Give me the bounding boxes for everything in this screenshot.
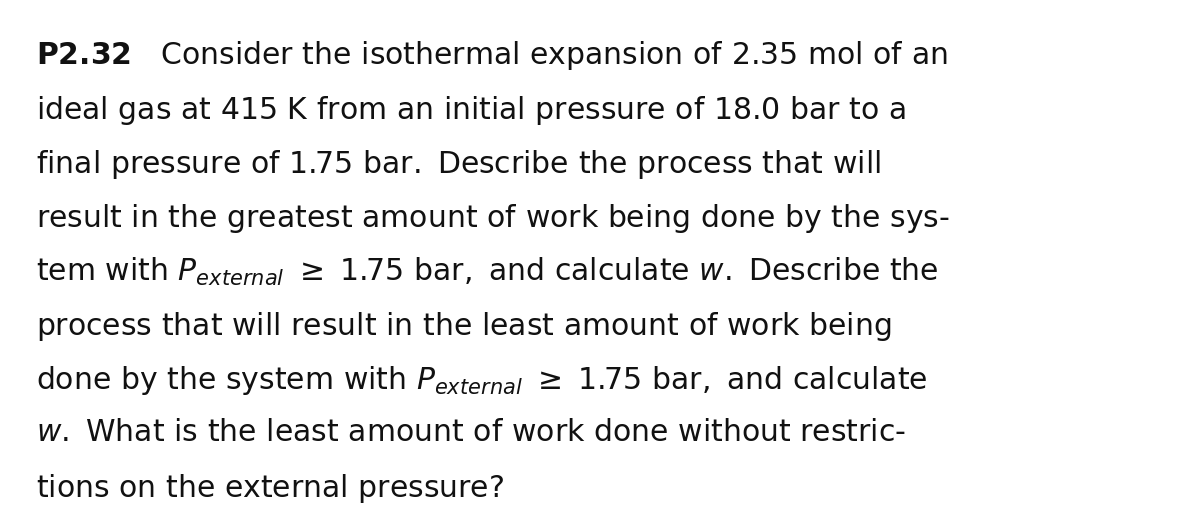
Text: $\mathrm{tem\ with\ }P_{\mathit{external}}\mathrm{\ \geq\ 1.75\ bar,\ and\ calcu: $\mathrm{tem\ with\ }P_{\mathit{external… — [36, 256, 938, 288]
Text: $\mathrm{result\ in\ the\ greatest\ amount\ of\ work\ being\ done\ by\ the\ sys\: $\mathrm{result\ in\ the\ greatest\ amou… — [36, 202, 949, 235]
Text: $w\mathrm{.\ What\ is\ the\ least\ amount\ of\ work\ done\ without\ restric\text: $w\mathrm{.\ What\ is\ the\ least\ amoun… — [36, 418, 906, 447]
Text: $\mathrm{process\ that\ will\ result\ in\ the\ least\ amount\ of\ work\ being}$: $\mathrm{process\ that\ will\ result\ in… — [36, 310, 892, 343]
Text: $\mathrm{tions\ on\ the\ external\ pressure?}$: $\mathrm{tions\ on\ the\ external\ press… — [36, 473, 504, 505]
Text: $\mathrm{final\ pressure\ of\ 1.75\ bar.\ Describe\ the\ process\ that\ will}$: $\mathrm{final\ pressure\ of\ 1.75\ bar.… — [36, 148, 881, 181]
Text: $\mathrm{ideal\ gas\ at\ 415\ K\ from\ an\ initial\ pressure\ of\ 18.0\ bar\ to\: $\mathrm{ideal\ gas\ at\ 415\ K\ from\ a… — [36, 93, 906, 127]
Text: $\mathrm{done\ by\ the\ system\ with\ }P_{\mathit{external}}\mathrm{\ \geq\ 1.75: $\mathrm{done\ by\ the\ system\ with\ }P… — [36, 364, 928, 397]
Text: $\mathbf{P2.32}\quad \mathrm{Consider\ the\ isothermal\ expansion\ of\ 2.35\ mol: $\mathbf{P2.32}\quad \mathrm{Consider\ t… — [36, 40, 948, 72]
